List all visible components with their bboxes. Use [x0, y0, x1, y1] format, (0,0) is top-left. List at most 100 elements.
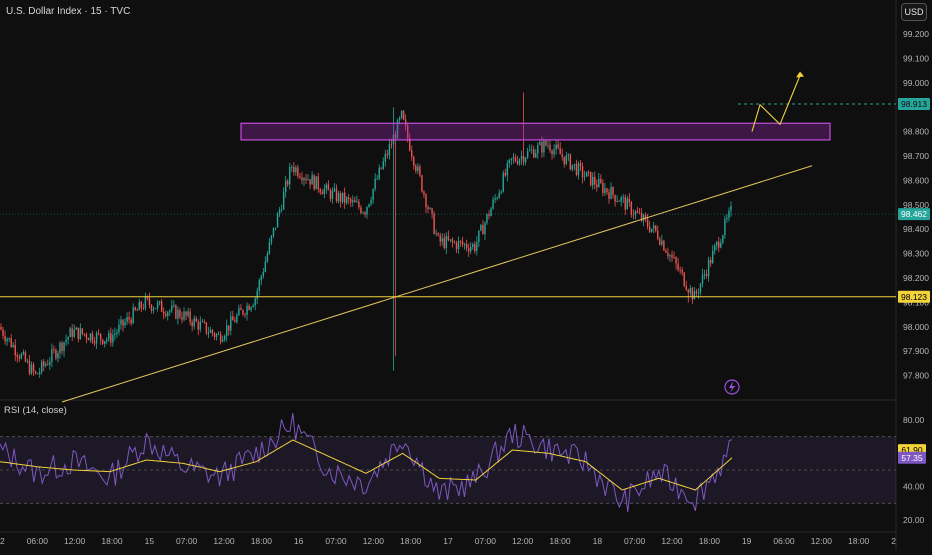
- support-price-tag: 98.123: [901, 292, 927, 302]
- time-tick-label: 2: [0, 536, 5, 546]
- candle-body: [223, 336, 226, 340]
- candle-body: [718, 241, 720, 248]
- candle-body: [215, 334, 218, 337]
- candle-body: [535, 153, 537, 158]
- candle-body: [484, 222, 486, 235]
- candle-body: [313, 175, 315, 190]
- candle-body: [6, 338, 8, 342]
- candle-body: [65, 339, 67, 343]
- candle-body: [571, 164, 574, 170]
- candle-body: [396, 120, 399, 139]
- candle-body: [156, 302, 159, 309]
- candle-body: [51, 349, 53, 362]
- candle-body: [24, 352, 27, 362]
- candle-body: [217, 334, 220, 336]
- candle-body: [71, 328, 73, 337]
- candle-body: [158, 301, 161, 303]
- time-tick-label: 12:00: [661, 536, 683, 546]
- candle-body: [437, 233, 439, 236]
- candle-body: [91, 333, 94, 342]
- candle-body: [421, 175, 423, 192]
- time-tick-label: 18:00: [699, 536, 721, 546]
- candle-body: [260, 276, 262, 281]
- candle-body: [179, 309, 181, 318]
- candle-body: [240, 308, 242, 311]
- candle-body: [600, 178, 602, 183]
- candle-body: [370, 200, 372, 205]
- time-tick-label: 15: [145, 536, 155, 546]
- candle-body: [608, 192, 610, 199]
- candle-body: [99, 333, 102, 340]
- candle-body: [677, 263, 679, 270]
- candle-body: [604, 188, 606, 193]
- currency-button[interactable]: USD: [901, 3, 927, 21]
- candle-body: [659, 238, 661, 245]
- candle-body: [425, 194, 427, 208]
- candle-body: [189, 311, 191, 322]
- candle-body: [575, 163, 578, 176]
- candle-body: [439, 235, 441, 242]
- candle-body: [309, 179, 311, 185]
- candle-body: [567, 154, 570, 156]
- candle-body: [596, 184, 598, 188]
- candle-body: [59, 342, 61, 353]
- candle-body: [606, 188, 608, 193]
- candle-body: [551, 150, 553, 155]
- candle-body: [563, 156, 565, 165]
- candle-body: [693, 291, 696, 300]
- candle-body: [514, 157, 517, 162]
- candle-body: [638, 212, 641, 214]
- candle-body: [419, 166, 421, 176]
- candle-body: [524, 157, 527, 163]
- rsi-title: RSI (14, close): [4, 405, 67, 416]
- candle-body: [77, 327, 79, 340]
- candle-body: [543, 140, 545, 153]
- candle-body: [128, 317, 130, 320]
- candle-body: [626, 198, 628, 210]
- candle-body: [382, 161, 384, 169]
- candle-body: [63, 342, 65, 352]
- candle-body: [555, 144, 557, 150]
- candle-body: [449, 239, 452, 241]
- candle-body: [451, 239, 454, 243]
- candle-body: [83, 333, 86, 335]
- time-tick-label: 18: [593, 536, 603, 546]
- price-tick-label: 97.800: [903, 371, 929, 381]
- candle-body: [404, 119, 407, 126]
- candle-body: [650, 228, 653, 232]
- candle-body: [242, 310, 244, 315]
- candle-body: [268, 242, 271, 254]
- candle-body: [203, 321, 206, 323]
- candle-body: [18, 356, 21, 359]
- candle-body: [648, 226, 651, 232]
- candle-body: [423, 191, 425, 195]
- candle-body: [642, 214, 645, 221]
- candle-body: [520, 155, 523, 160]
- candle-body: [630, 202, 633, 215]
- candle-body: [244, 314, 246, 316]
- candle-body: [388, 144, 391, 156]
- support-price-tag-bg: [898, 290, 930, 303]
- candle-body: [116, 332, 118, 334]
- candle-body: [480, 225, 482, 231]
- candle-body: [730, 205, 732, 211]
- price-tick-label: 98.400: [903, 224, 929, 234]
- candle-body: [274, 227, 277, 229]
- price-tick-label: 99.100: [903, 53, 929, 63]
- candle-body: [30, 364, 33, 374]
- rsi-tick-label: 40.00: [903, 482, 925, 492]
- candle-body: [632, 214, 635, 216]
- candle-body: [533, 149, 535, 158]
- candle-body: [2, 329, 4, 336]
- candle-body: [528, 150, 531, 152]
- candle-body: [490, 208, 492, 217]
- candle-body: [726, 217, 728, 220]
- candle-body: [69, 328, 71, 338]
- candle-body: [628, 198, 631, 203]
- candle-body: [661, 240, 663, 245]
- candle-body: [547, 144, 549, 146]
- candle-body: [110, 333, 112, 343]
- candle-body: [185, 311, 187, 316]
- price-tick-label: 99.200: [903, 29, 929, 39]
